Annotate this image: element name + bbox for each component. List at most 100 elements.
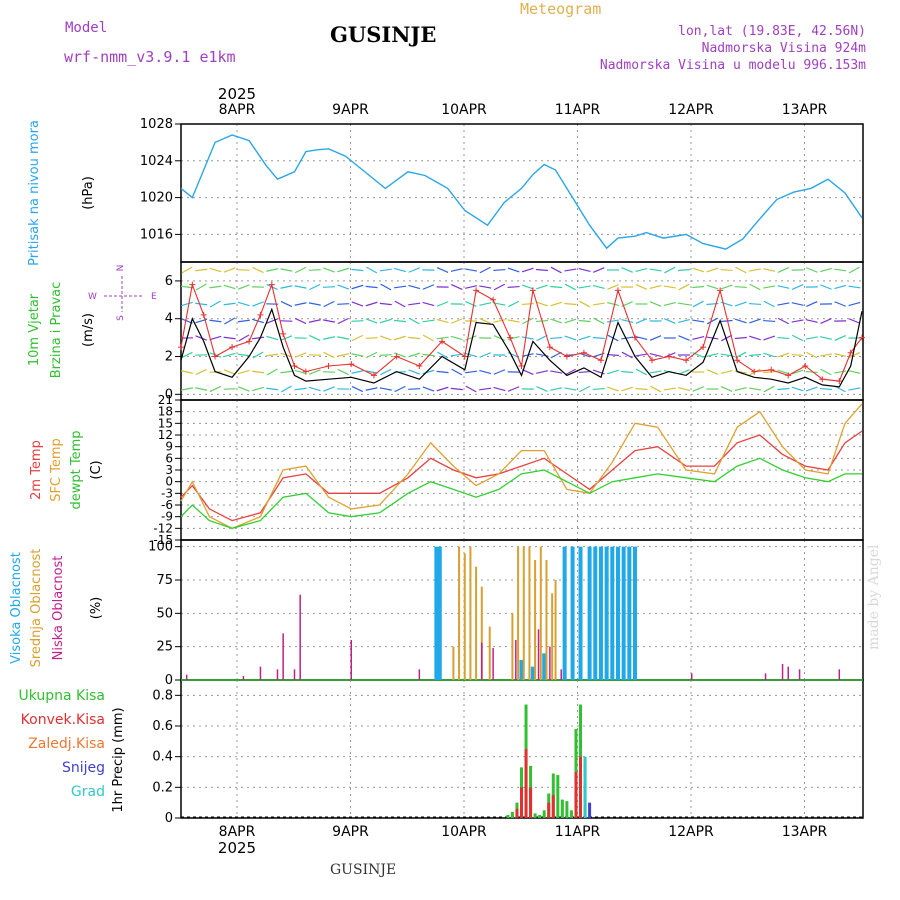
wind-barb (195, 335, 208, 341)
wind-barb (237, 353, 250, 357)
top-date-label: 12APR (668, 102, 714, 118)
wind-barb (465, 301, 477, 307)
precip-conv-bar (547, 802, 551, 818)
wind-barb (181, 266, 193, 274)
wind-barb (365, 285, 378, 289)
wind-barb (734, 336, 747, 340)
wind-gust-marker (370, 372, 377, 379)
wind-barb (791, 319, 804, 323)
wind-barb (607, 284, 619, 290)
top-date-label: 13APR (782, 102, 828, 118)
wind-barb (479, 302, 492, 306)
wind-barb (735, 266, 747, 274)
wind-barb (649, 352, 662, 358)
cloud-mid-bar (528, 546, 531, 680)
wind-barb (450, 268, 463, 272)
wind-barb (351, 284, 364, 290)
wind-barb (365, 318, 378, 324)
wind-barb (507, 300, 520, 308)
wind-barb (408, 336, 421, 340)
cloud-mid-bar (551, 593, 554, 680)
wind-barb (536, 386, 548, 392)
wind-barb (592, 387, 605, 391)
wind-barb (763, 300, 775, 308)
wind-gust-marker (348, 361, 355, 368)
wind-barb (848, 370, 861, 374)
wind-barb (294, 352, 307, 358)
wind-barb (209, 267, 222, 273)
wind-barb (692, 386, 704, 392)
y-tick-label: 1028 (140, 117, 173, 132)
wind-barb (507, 267, 520, 273)
wind-barb (180, 387, 194, 391)
wind-gust-marker (649, 357, 656, 364)
wind-barb (351, 334, 364, 342)
wind-barb (791, 334, 804, 342)
y-tick-label: 21 (158, 393, 173, 407)
wind-barb (308, 302, 321, 306)
precip-conv-bar (524, 749, 528, 818)
dewpoint-label: dewpt Temp (69, 430, 84, 509)
wind-barb (763, 370, 776, 374)
wind-barb (706, 352, 719, 358)
wind-gust-marker (859, 334, 865, 341)
wind-barb (650, 385, 662, 393)
wind-barb (422, 284, 435, 290)
wind-barb (578, 319, 591, 323)
wind-barb (649, 284, 662, 290)
model-altitude: Nadmorska Visina u modelu 996.153m (599, 58, 866, 73)
wind-gust-marker (302, 368, 309, 375)
precip-conv-bar (520, 787, 523, 818)
wind-barb (720, 369, 733, 375)
y-tick-label: 75 (156, 573, 173, 588)
wind-barb (664, 318, 676, 324)
wind-barb (294, 317, 307, 325)
wind-barb (181, 351, 193, 359)
cloud-mid-bar (522, 546, 525, 680)
wind-barb (379, 302, 392, 306)
wind-barb (805, 336, 818, 340)
wind-barb (266, 268, 279, 272)
wind-barb (309, 283, 321, 291)
precip-total-bar (556, 775, 560, 818)
temp-sfc-line (180, 403, 863, 530)
wind-barb (209, 385, 222, 393)
wind-barb (351, 268, 364, 272)
y-tick-label: 0 (165, 673, 173, 688)
wind-barb (209, 319, 222, 323)
wind-barb (294, 285, 307, 289)
wind-barb (607, 301, 619, 307)
pressure-unit: (hPa) (81, 176, 96, 210)
cloud-low-label: Niska Oblacnost (51, 556, 66, 661)
wind-barb (635, 267, 648, 273)
wind-barb (394, 300, 406, 308)
cloud-low-bar (549, 646, 551, 680)
wind-barb (223, 302, 236, 306)
cloud-low-bar (293, 669, 296, 680)
wind-barb (606, 319, 620, 323)
wind-gust-marker (490, 296, 497, 303)
wind-barb (266, 387, 279, 391)
cloud-high-bar (434, 546, 439, 680)
cloud-high-bar (610, 546, 615, 680)
wind-barb (308, 319, 321, 323)
wind-barb (323, 267, 335, 273)
wind-barb (607, 369, 619, 375)
cloud-mid-bar (452, 646, 455, 680)
wind-barb (323, 386, 335, 392)
wind-barb (777, 267, 790, 273)
wind-gust-marker (632, 334, 638, 341)
cloud-high-bar (530, 666, 535, 680)
precip-total-bar (565, 801, 569, 818)
wind-barb (237, 369, 250, 375)
wind-gust-marker (507, 334, 514, 341)
wind-gust-marker (280, 330, 287, 337)
cloud-low-bar (242, 676, 245, 680)
wind-barb (209, 285, 222, 289)
wind-barb (181, 301, 193, 307)
wind-barb (237, 301, 250, 307)
wind-barb (280, 300, 293, 308)
wind-barb (195, 268, 208, 272)
wind-barb (720, 386, 733, 392)
